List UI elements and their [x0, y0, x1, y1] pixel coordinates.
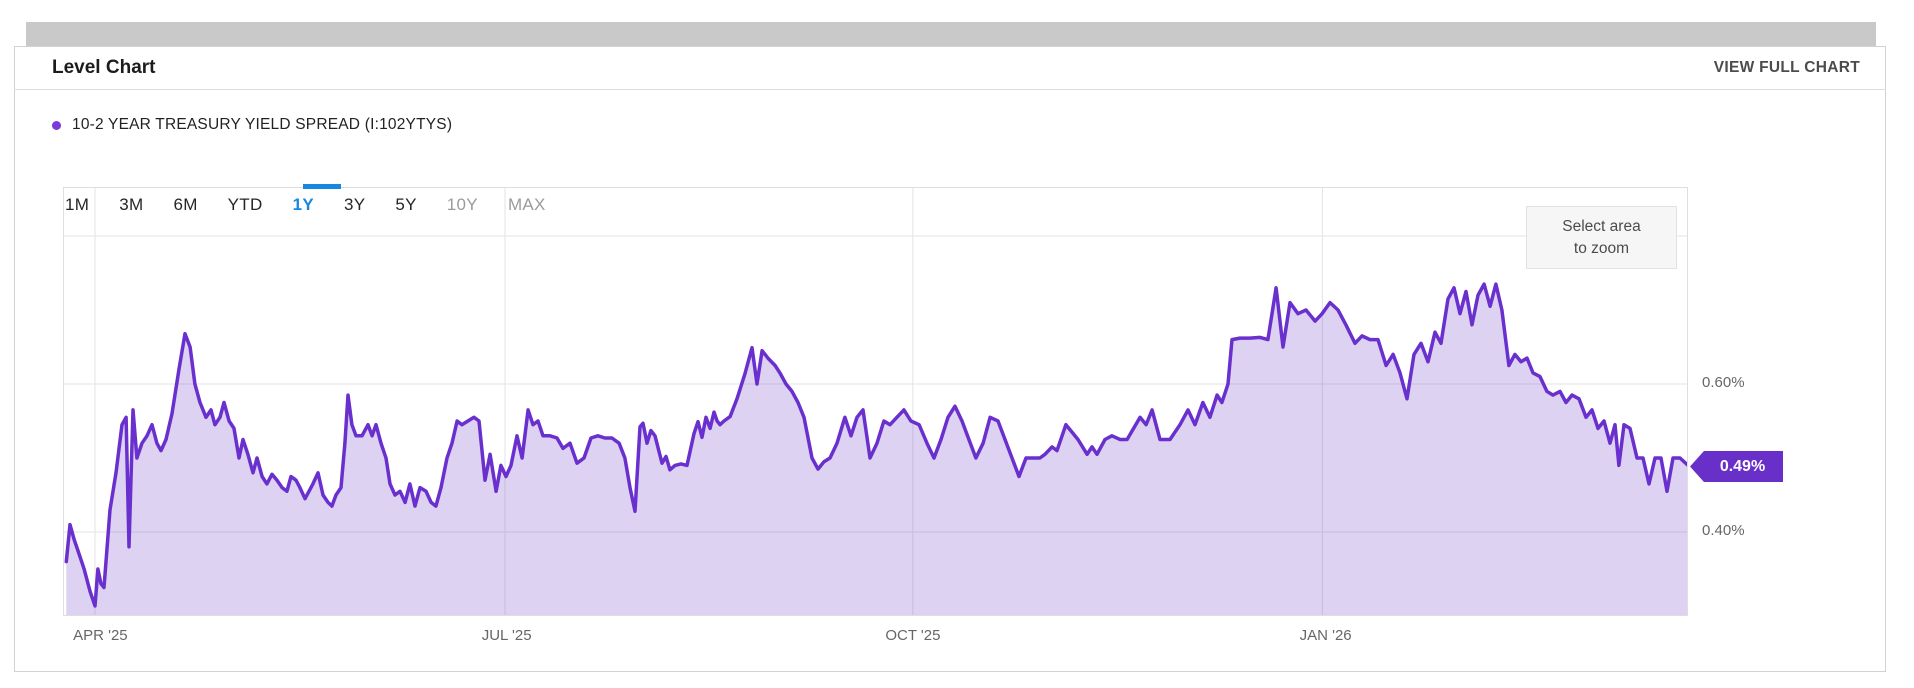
series-label: 10-2 YEAR TREASURY YIELD SPREAD (I:102YT… — [72, 116, 453, 133]
series-dot-icon — [52, 120, 61, 130]
range-tab-6m[interactable]: 6M — [173, 195, 198, 214]
zoom-hint-line2: to zoom — [1573, 239, 1630, 257]
range-tab-5y[interactable]: 5Y — [395, 195, 417, 214]
x-axis-label: OCT '25 — [885, 627, 941, 644]
range-tab-1y[interactable]: 1Y — [292, 195, 314, 214]
range-tab-max: MAX — [507, 195, 546, 214]
area-chart[interactable] — [63, 187, 1688, 616]
last-value-badge: 0.49% — [1690, 451, 1783, 482]
y-axis-label: 0.40% — [1702, 522, 1745, 539]
range-tab-ytd[interactable]: YTD — [227, 195, 263, 214]
range-tab-3m[interactable]: 3M — [119, 195, 144, 214]
level-chart-card — [14, 46, 1886, 672]
range-tab-3y[interactable]: 3Y — [343, 195, 366, 214]
active-tab-indicator — [303, 184, 341, 189]
y-axis-label: 0.60% — [1702, 374, 1745, 391]
range-tab-1m[interactable]: 1M — [65, 195, 90, 214]
card-header — [14, 46, 1886, 90]
select-area-to-zoom-hint: Select area to zoom — [1526, 206, 1677, 269]
range-tab-10y: 10Y — [446, 195, 478, 214]
view-full-chart-button[interactable]: VIEW FULL CHART — [1713, 59, 1860, 76]
zoom-hint-line1: Select area — [1562, 217, 1641, 235]
page-title: Level Chart — [52, 57, 156, 78]
legend: 10-2 YEAR TREASURY YIELD SPREAD (I:102YT… — [52, 115, 452, 135]
x-axis-label: APR '25 — [73, 627, 128, 644]
x-axis-label: JAN '26 — [1299, 627, 1352, 644]
top-gray-bar — [26, 22, 1876, 46]
range-tabs: 1M 3M 6M YTD 1Y 3Y 5Y 10Y MAX — [65, 195, 546, 215]
x-axis-label: JUL '25 — [481, 627, 532, 644]
